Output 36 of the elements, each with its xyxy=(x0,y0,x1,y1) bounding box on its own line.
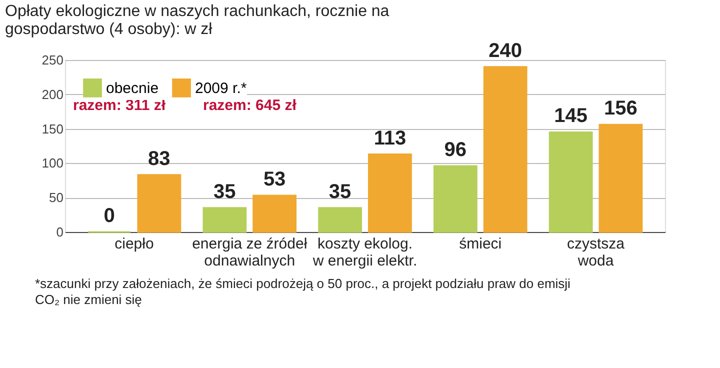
data-label: 53 xyxy=(263,168,286,191)
y-tick-label: 50 xyxy=(49,190,64,206)
data-label: 96 xyxy=(444,138,467,161)
data-label: 240 xyxy=(488,40,522,62)
annotation: razem: 311 zł xyxy=(73,97,166,114)
legend-label: 2009 r.* xyxy=(195,80,247,97)
bar xyxy=(318,207,362,233)
y-tick-label: 200 xyxy=(42,86,64,102)
legend-label: obecnie xyxy=(106,80,159,97)
x-tick-label: śmieci xyxy=(459,236,502,252)
chart-title: Opłaty ekologiczne w naszych rachunkach, rocznie na gospodarstwo (4 osoby): w zł xyxy=(5,2,390,38)
y-tick-label: 0 xyxy=(56,224,64,240)
bar xyxy=(252,194,297,233)
data-label: 156 xyxy=(604,98,638,120)
bar xyxy=(483,66,528,233)
data-label: 35 xyxy=(214,180,236,203)
bar xyxy=(202,207,247,233)
y-tick-label: 100 xyxy=(42,156,64,171)
x-tick-label: koszty ekolog. w energii elektr. xyxy=(312,236,418,270)
annotation: razem: 645 zł xyxy=(203,97,298,114)
data-label: 83 xyxy=(148,148,170,170)
x-tick-label: ciepło xyxy=(114,236,154,252)
bar xyxy=(433,165,478,233)
data-label: 35 xyxy=(328,180,352,203)
x-tick-label: energia ze źródeł odnawialnych xyxy=(192,236,308,270)
x-tick-label: czystsza woda xyxy=(567,236,626,270)
bar xyxy=(548,131,593,233)
bar xyxy=(598,124,643,233)
bar xyxy=(137,174,182,233)
bar xyxy=(368,154,412,233)
data-label: 145 xyxy=(554,105,588,128)
text: *szacunki przy założeniach, że śmieci podrożeją o 50 proc., a projekt podziału praw do emisji CO₂ nie zmieni się xyxy=(35,276,571,307)
y-tick-label: 250 xyxy=(42,52,64,68)
data-label: 0 xyxy=(104,205,115,227)
data-label: 113 xyxy=(374,127,406,150)
y-tick-label: 150 xyxy=(42,121,64,136)
